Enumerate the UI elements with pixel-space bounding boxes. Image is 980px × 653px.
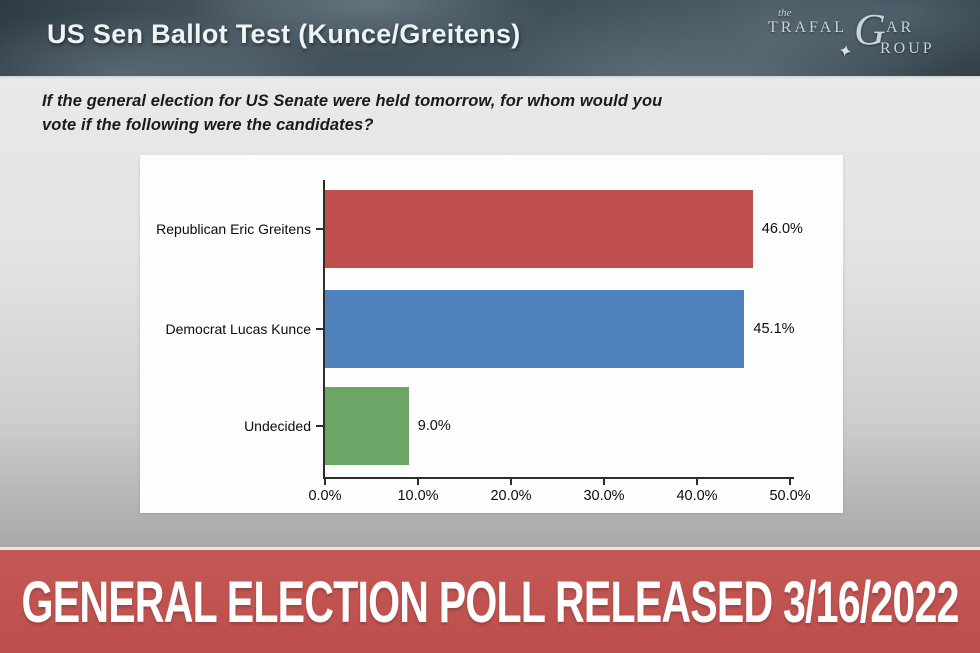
logo-roup: ROUP bbox=[880, 40, 935, 57]
chart-plot: 0.0% 10.0% 20.0% 30.0% 40.0% 50.0% Republican … bbox=[140, 155, 843, 513]
y-tick bbox=[316, 425, 323, 427]
logo-trafal: TRAFAL bbox=[768, 19, 848, 36]
x-tick bbox=[603, 479, 605, 485]
y-tick bbox=[316, 228, 323, 230]
value-label: 9.0% bbox=[417, 418, 451, 434]
banner-text: GENERAL ELECTION POLL RELEASED 3/16/2022 bbox=[21, 570, 959, 636]
bar bbox=[325, 387, 409, 465]
y-axis bbox=[323, 180, 325, 479]
poll-question: If the general election for US Senate we… bbox=[42, 92, 663, 134]
bar bbox=[325, 190, 753, 268]
x-tick-label: 50.0% bbox=[769, 488, 811, 504]
trafalgar-group-logo: the TRAFAL G AR ROUP ✦ bbox=[768, 5, 944, 70]
x-tick bbox=[510, 479, 512, 485]
page-title: US Sen Ballot Test (Kunce/Greitens) bbox=[47, 19, 521, 49]
logo-big-g: G bbox=[854, 5, 886, 54]
x-tick bbox=[324, 479, 326, 485]
value-label: 46.0% bbox=[761, 221, 803, 237]
bar bbox=[325, 290, 745, 368]
x-tick bbox=[417, 479, 419, 485]
value-label: 45.1% bbox=[753, 321, 795, 337]
category-label: Democrat Lucas Kunce bbox=[165, 321, 311, 337]
logo-the-text: the bbox=[778, 7, 792, 19]
x-tick bbox=[696, 479, 698, 485]
x-tick-label: 30.0% bbox=[583, 488, 625, 504]
category-label: Republican Eric Greitens bbox=[156, 221, 311, 237]
slide-body: If the general election for US Senate we… bbox=[0, 78, 980, 547]
logo-ar: AR bbox=[886, 19, 915, 36]
x-axis bbox=[323, 477, 794, 479]
x-tick bbox=[789, 479, 791, 485]
compass-star-icon: ✦ bbox=[836, 40, 855, 63]
header: US Sen Ballot Test (Kunce/Greitens) the … bbox=[0, 0, 980, 78]
chart-panel: 0.0% 10.0% 20.0% 30.0% 40.0% 50.0% Republican … bbox=[140, 155, 843, 513]
x-tick-label: 10.0% bbox=[397, 488, 439, 504]
x-tick-label: 0.0% bbox=[308, 488, 342, 504]
footer-banner: GENERAL ELECTION POLL RELEASED 3/16/2022 bbox=[0, 547, 980, 653]
y-tick bbox=[316, 328, 323, 330]
x-tick-label: 20.0% bbox=[490, 488, 532, 504]
category-label: Undecided bbox=[244, 418, 311, 434]
x-tick-label: 40.0% bbox=[676, 488, 718, 504]
